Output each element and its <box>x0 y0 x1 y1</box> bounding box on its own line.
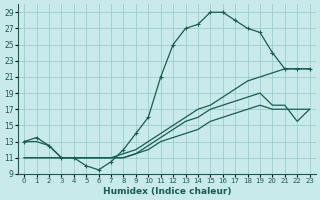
X-axis label: Humidex (Indice chaleur): Humidex (Indice chaleur) <box>103 187 231 196</box>
